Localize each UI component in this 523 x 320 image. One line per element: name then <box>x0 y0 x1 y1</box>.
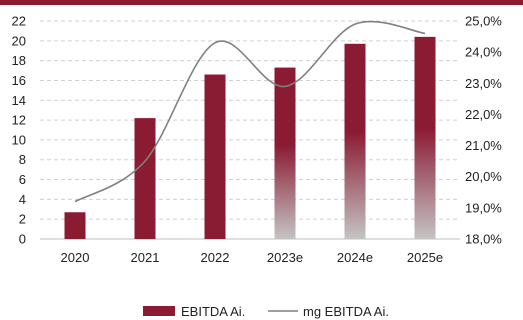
y-right-tick-label: 18,0% <box>465 232 502 247</box>
y-left-tick-label: 2 <box>19 212 26 227</box>
y-left-tick-label: 0 <box>19 232 26 247</box>
x-axis: 2020 2021 2022 2023e 2024e 2025e <box>61 250 444 265</box>
y-left-tick-label: 4 <box>19 192 26 207</box>
y-left-tick-label: 6 <box>19 172 26 187</box>
x-tick-label: 2025e <box>407 250 443 265</box>
y-right-tick-label: 19,0% <box>465 200 502 215</box>
line-series <box>74 20 426 203</box>
legend-line-label: mg EBITDA Ai. <box>303 304 389 319</box>
top-border <box>0 0 523 5</box>
left-axis: 0 2 4 6 8 10 12 14 16 18 20 22 <box>12 14 26 247</box>
y-right-tick-label: 25,0% <box>465 14 502 29</box>
bar-2022 <box>204 74 226 239</box>
y-left-tick-label: 18 <box>12 53 26 68</box>
y-left-tick-label: 12 <box>12 113 26 128</box>
bar-2025e <box>414 36 436 239</box>
y-left-tick-label: 22 <box>12 14 26 29</box>
legend-bar-label: EBITDA Ai. <box>181 304 245 319</box>
bar-2023e <box>274 67 296 239</box>
x-tick-label: 2023e <box>267 250 303 265</box>
bar-series <box>64 36 436 239</box>
x-tick-label: 2022 <box>201 250 230 265</box>
y-left-tick-label: 16 <box>12 73 26 88</box>
x-tick-label: 2020 <box>61 250 90 265</box>
bar-2024e <box>344 43 366 239</box>
legend-bar-swatch <box>143 306 175 316</box>
bar-2021 <box>134 118 156 239</box>
y-left-tick-label: 10 <box>12 132 26 147</box>
y-left-tick-label: 14 <box>12 93 26 108</box>
y-right-tick-label: 23,0% <box>465 76 502 91</box>
y-right-tick-label: 22,0% <box>465 107 502 122</box>
x-tick-label: 2024e <box>337 250 373 265</box>
y-right-tick-label: 24,0% <box>465 45 502 60</box>
y-right-tick-label: 20,0% <box>465 169 502 184</box>
right-axis: 18,0% 19,0% 20,0% 21,0% 22,0% 23,0% 24,0% 25,0% <box>465 14 502 247</box>
y-left-tick-label: 20 <box>12 33 26 48</box>
y-left-tick-label: 8 <box>19 152 26 167</box>
gridlines <box>40 20 460 240</box>
margin-line <box>74 20 426 203</box>
legend: EBITDA Ai. mg EBITDA Ai. <box>143 304 389 319</box>
y-right-tick-label: 21,0% <box>465 138 502 153</box>
bar-2020 <box>64 212 86 239</box>
x-tick-label: 2021 <box>131 250 160 265</box>
